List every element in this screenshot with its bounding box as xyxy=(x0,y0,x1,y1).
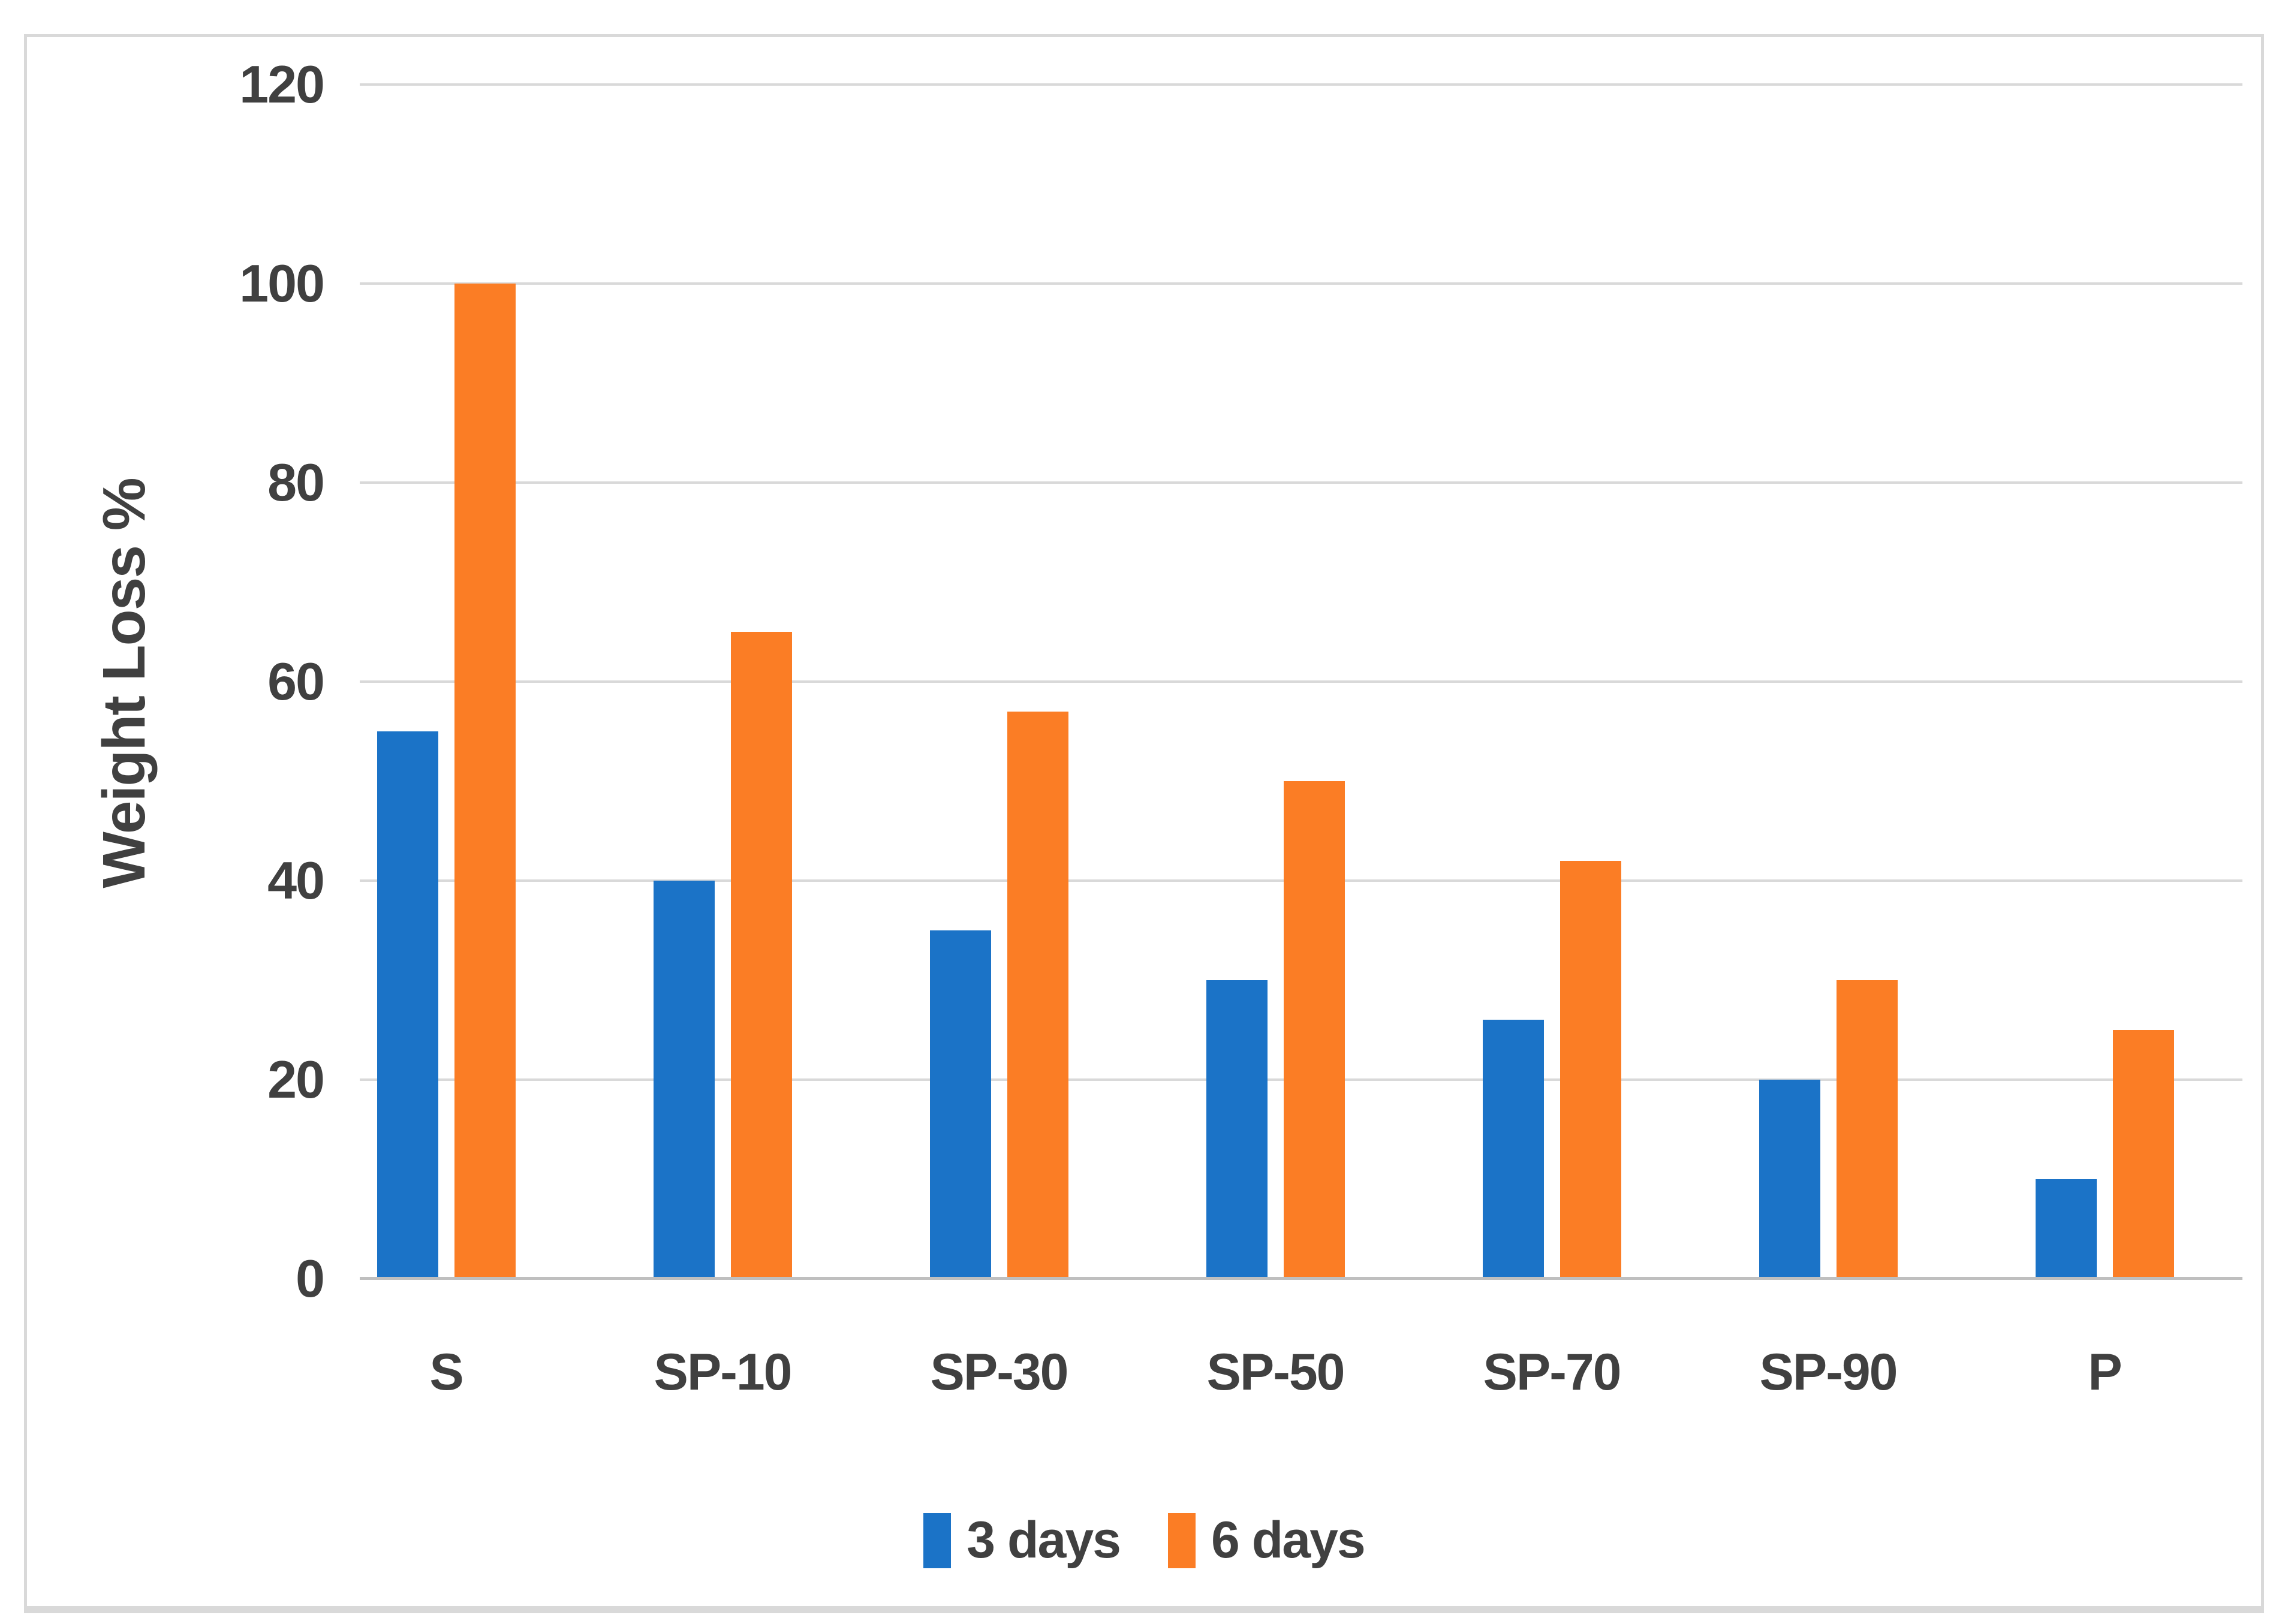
gridline-120 xyxy=(360,83,2242,86)
bar-3-days-SP-10 xyxy=(653,881,715,1279)
x-axis-line xyxy=(360,1277,2242,1280)
x-label-SP-30: SP-30 xyxy=(930,1343,1068,1401)
x-label-SP-90: SP-90 xyxy=(1759,1343,1898,1401)
y-tick-label-40: 40 xyxy=(267,851,325,910)
bar-3-days-SP-90 xyxy=(1759,1080,1820,1279)
bar-3-days-SP-50 xyxy=(1206,980,1268,1279)
legend-item-3-days: 3 days xyxy=(923,1511,1121,1570)
x-label-SP-50: SP-50 xyxy=(1206,1343,1345,1401)
legend-swatch-6-days xyxy=(1168,1512,1196,1568)
bar-3-days-SP-30 xyxy=(929,930,991,1279)
bar-6-days-S xyxy=(454,284,516,1279)
bar-6-days-SP-30 xyxy=(1007,711,1068,1279)
plot-area xyxy=(360,83,2242,1280)
bar-6-days-SP-90 xyxy=(1836,980,1898,1279)
bar-6-days-SP-10 xyxy=(730,632,792,1279)
gridline-80 xyxy=(360,481,2242,484)
y-tick-label-80: 80 xyxy=(267,453,325,512)
legend: 3 days 6 days xyxy=(24,1511,2264,1570)
y-tick-label-0: 0 xyxy=(296,1249,325,1308)
x-label-S: S xyxy=(429,1343,463,1401)
y-tick-label-20: 20 xyxy=(267,1050,325,1109)
legend-item-6-days: 6 days xyxy=(1168,1511,1366,1570)
bar-6-days-SP-50 xyxy=(1283,781,1345,1279)
x-label-SP-10: SP-10 xyxy=(654,1343,792,1401)
y-tick-label-100: 100 xyxy=(239,254,325,313)
bar-3-days-S xyxy=(377,731,438,1279)
y-tick-label-60: 60 xyxy=(267,652,325,711)
bar-3-days-P xyxy=(2035,1179,2097,1279)
bar-6-days-P xyxy=(2112,1030,2174,1279)
legend-label-3-days: 3 days xyxy=(967,1511,1121,1569)
bar-6-days-SP-70 xyxy=(1560,860,1621,1279)
legend-label-6-days: 6 days xyxy=(1211,1511,1366,1569)
x-label-P: P xyxy=(2088,1343,2122,1401)
x-label-SP-70: SP-70 xyxy=(1483,1343,1621,1401)
bar-3-days-SP-70 xyxy=(1482,1020,1544,1279)
gridline-100 xyxy=(360,282,2242,285)
legend-swatch-3-days xyxy=(923,1512,952,1568)
y-tick-label-120: 120 xyxy=(239,55,325,114)
gridline-60 xyxy=(360,680,2242,683)
